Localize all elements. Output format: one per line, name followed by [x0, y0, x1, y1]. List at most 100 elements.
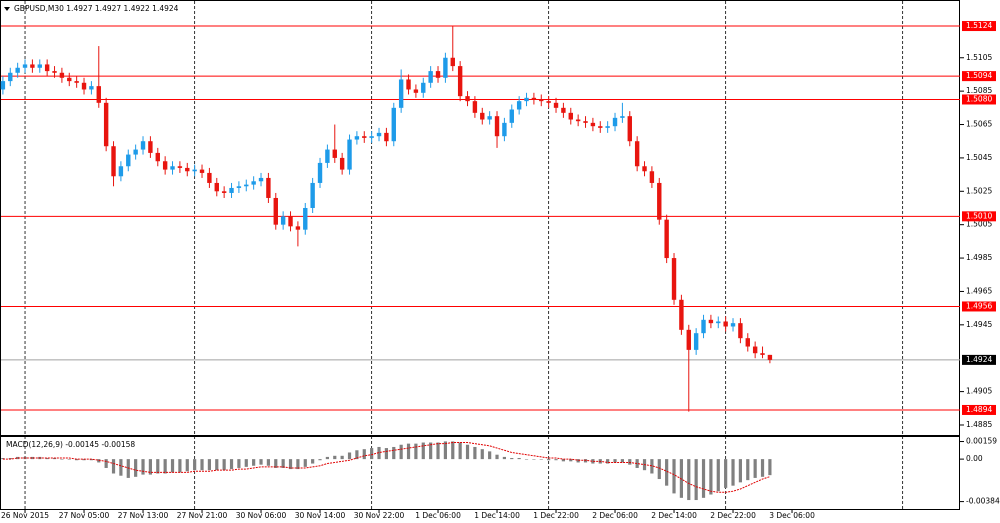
macd-bar [547, 459, 551, 461]
candle-body [634, 141, 640, 167]
x-tick-label: 3 Dec 06:00 [769, 511, 815, 520]
level-label: 1.5124 [966, 21, 992, 30]
candle-body [8, 72, 13, 82]
candle-body [612, 117, 618, 127]
candle-body [583, 121, 588, 123]
candle-body [310, 182, 315, 208]
macd-bar [576, 459, 580, 463]
candle-body [384, 132, 389, 142]
macd-bar [502, 456, 506, 460]
y-tick-label: 1.4905 [966, 387, 992, 396]
macd-bar [178, 459, 182, 473]
candle-body [406, 79, 411, 90]
y-tick-label: 1.4965 [966, 286, 992, 295]
macd-bar [657, 459, 661, 480]
candle-body [118, 166, 124, 177]
macd-bar [392, 446, 396, 460]
x-tick-label: 30 Nov 14:00 [295, 511, 346, 520]
level-label-box [962, 21, 996, 32]
macd-bar [694, 459, 698, 501]
macd-bar [1, 458, 5, 460]
macd-bar [709, 459, 713, 495]
macd-bar [421, 442, 425, 460]
candle-body [155, 152, 160, 162]
macd-bar [370, 448, 374, 460]
macd-bar [200, 459, 204, 471]
macd-bar [222, 459, 226, 471]
macd-bar [561, 459, 565, 462]
level-label-box [962, 71, 996, 82]
candle-body [443, 57, 448, 78]
macd-bar [488, 451, 492, 460]
candle-body [716, 321, 721, 324]
macd-bar [126, 459, 130, 478]
macd-bar [436, 442, 440, 460]
macd-bar [67, 459, 71, 460]
macd-bar [760, 459, 765, 477]
candle-body [89, 86, 94, 90]
candle-body [266, 177, 271, 198]
candle-body [362, 136, 367, 138]
macd-bar [753, 459, 757, 478]
candle-body [148, 141, 153, 153]
macd-bar [746, 459, 750, 481]
macd-bar [620, 459, 624, 463]
signal-line [2, 442, 771, 493]
macd-bar [429, 442, 433, 460]
candle-body [52, 71, 57, 73]
level-label-box [962, 301, 996, 312]
candle-body [657, 182, 662, 220]
macd-bar [30, 456, 34, 460]
candle-body [280, 216, 286, 225]
candle-body [273, 197, 278, 225]
candle-body [767, 354, 773, 360]
macd-bar [119, 459, 123, 476]
candle-body [502, 122, 507, 137]
candle-body [450, 57, 455, 67]
chart-title: GBPUSD,M30 1.4927 1.4927 1.4922 1.4924 [14, 4, 179, 13]
last-price-box [962, 354, 996, 365]
macd-bar [569, 459, 573, 462]
candle-body [398, 79, 404, 108]
macd-bar [414, 443, 418, 460]
y-tick-label: 0.00159 [966, 437, 997, 446]
macd-bar [134, 459, 138, 477]
macd-bar [8, 458, 12, 460]
macd-bar [701, 459, 706, 498]
macd-bar [97, 459, 101, 463]
macd-bar [738, 459, 742, 483]
macd-bar [665, 459, 669, 486]
candle-body [354, 136, 360, 140]
x-tick-label: 1 Dec 14:00 [474, 511, 520, 520]
x-tick-label: 27 Nov 21:00 [177, 511, 228, 520]
candle-body [568, 112, 573, 120]
macd-bar [362, 449, 366, 460]
y-tick-label: -0.00384 [966, 497, 1000, 506]
macd-bar [259, 459, 263, 465]
candle-body [207, 172, 212, 183]
macd-bar [193, 459, 197, 471]
menu-icon[interactable] [4, 7, 10, 11]
candle-body [347, 139, 352, 170]
macd-bar [244, 459, 248, 467]
candle-body [81, 82, 87, 90]
macd-bar [266, 459, 270, 466]
macd-bar [517, 458, 521, 460]
macd-bar [672, 459, 676, 494]
macd-bar [539, 459, 543, 460]
macd-bar [274, 459, 278, 468]
macd-bar [724, 459, 728, 488]
candle-body [369, 136, 374, 138]
candle-body [22, 64, 28, 68]
y-tick-label: 1.5005 [966, 220, 992, 229]
macd-bar [355, 450, 359, 460]
macd-bar [16, 456, 20, 460]
macd-bar [325, 456, 329, 460]
macd-bar [510, 458, 514, 460]
macd-bar [635, 459, 639, 468]
x-tick-label: 2 Dec 06:00 [592, 511, 638, 520]
candle-body [457, 66, 463, 97]
macd-bar [628, 459, 632, 465]
candle-body [303, 207, 308, 230]
